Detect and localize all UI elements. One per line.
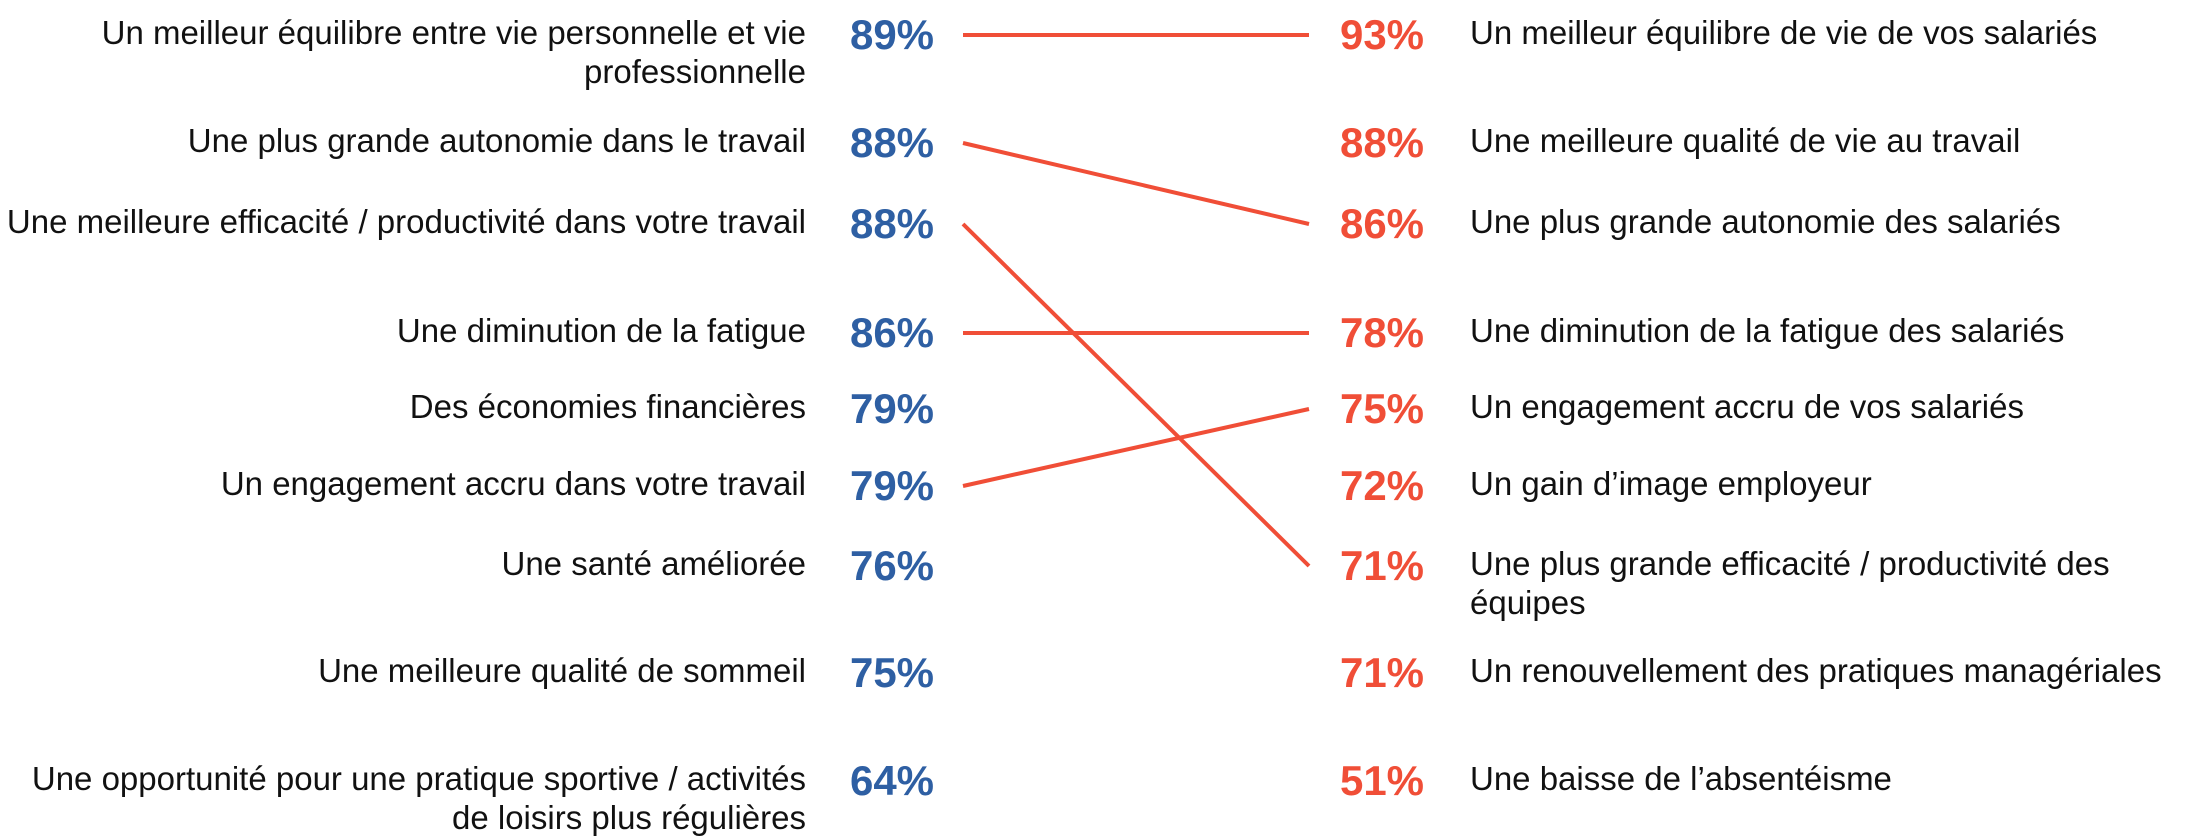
right-value: 78%	[1339, 309, 1425, 356]
left-value: 75%	[849, 649, 935, 696]
left-value: 86%	[849, 309, 935, 356]
connector	[962, 141, 1310, 226]
left-value: 76%	[849, 542, 935, 589]
right-value: 71%	[1339, 542, 1425, 589]
right-value: 51%	[1339, 757, 1425, 804]
left-value: 89%	[849, 11, 935, 58]
left-label: Une santé améliorée	[501, 545, 806, 582]
right-value: 88%	[1339, 119, 1425, 166]
connector	[962, 407, 1310, 488]
left-value: 88%	[849, 200, 935, 247]
left-value: 64%	[849, 757, 935, 804]
right-value: 72%	[1339, 462, 1425, 509]
right-label: Une plus grande autonomie des salariés	[1470, 203, 2061, 240]
left-label: Une meilleure qualité de sommeil	[318, 652, 806, 689]
right-label: Une plus grande efficacité / productivit…	[1470, 545, 2110, 621]
left-label: Un engagement accru dans votre travail	[220, 465, 806, 502]
right-value: 93%	[1339, 11, 1425, 58]
left-label: Une diminution de la fatigue	[396, 312, 806, 349]
left-value: 79%	[849, 462, 935, 509]
left-value: 79%	[849, 385, 935, 432]
right-value: 75%	[1339, 385, 1425, 432]
right-label: Un gain d’image employeur	[1470, 465, 1872, 502]
left-label: Des économies financières	[409, 388, 806, 425]
left-label: Un meilleur équilibre entre vie personne…	[101, 14, 806, 90]
left-value: 88%	[849, 119, 935, 166]
right-value: 71%	[1339, 649, 1425, 696]
left-label: Une opportunité pour une pratique sporti…	[31, 760, 806, 836]
connector	[961, 222, 1311, 568]
left-label: Une plus grande autonomie dans le travai…	[187, 122, 806, 159]
right-label: Une meilleure qualité de vie au travail	[1470, 122, 2021, 159]
right-value: 86%	[1339, 200, 1425, 247]
right-label: Un renouvellement des pratiques managéri…	[1470, 652, 2162, 689]
left-label: Une meilleure efficacité / productivité …	[6, 203, 806, 240]
right-label: Une baisse de l’absentéisme	[1470, 760, 1892, 797]
right-label: Un engagement accru de vos salariés	[1470, 388, 2024, 425]
right-label: Une diminution de la fatigue des salarié…	[1470, 312, 2065, 349]
right-label: Un meilleur équilibre de vie de vos sala…	[1470, 14, 2098, 51]
